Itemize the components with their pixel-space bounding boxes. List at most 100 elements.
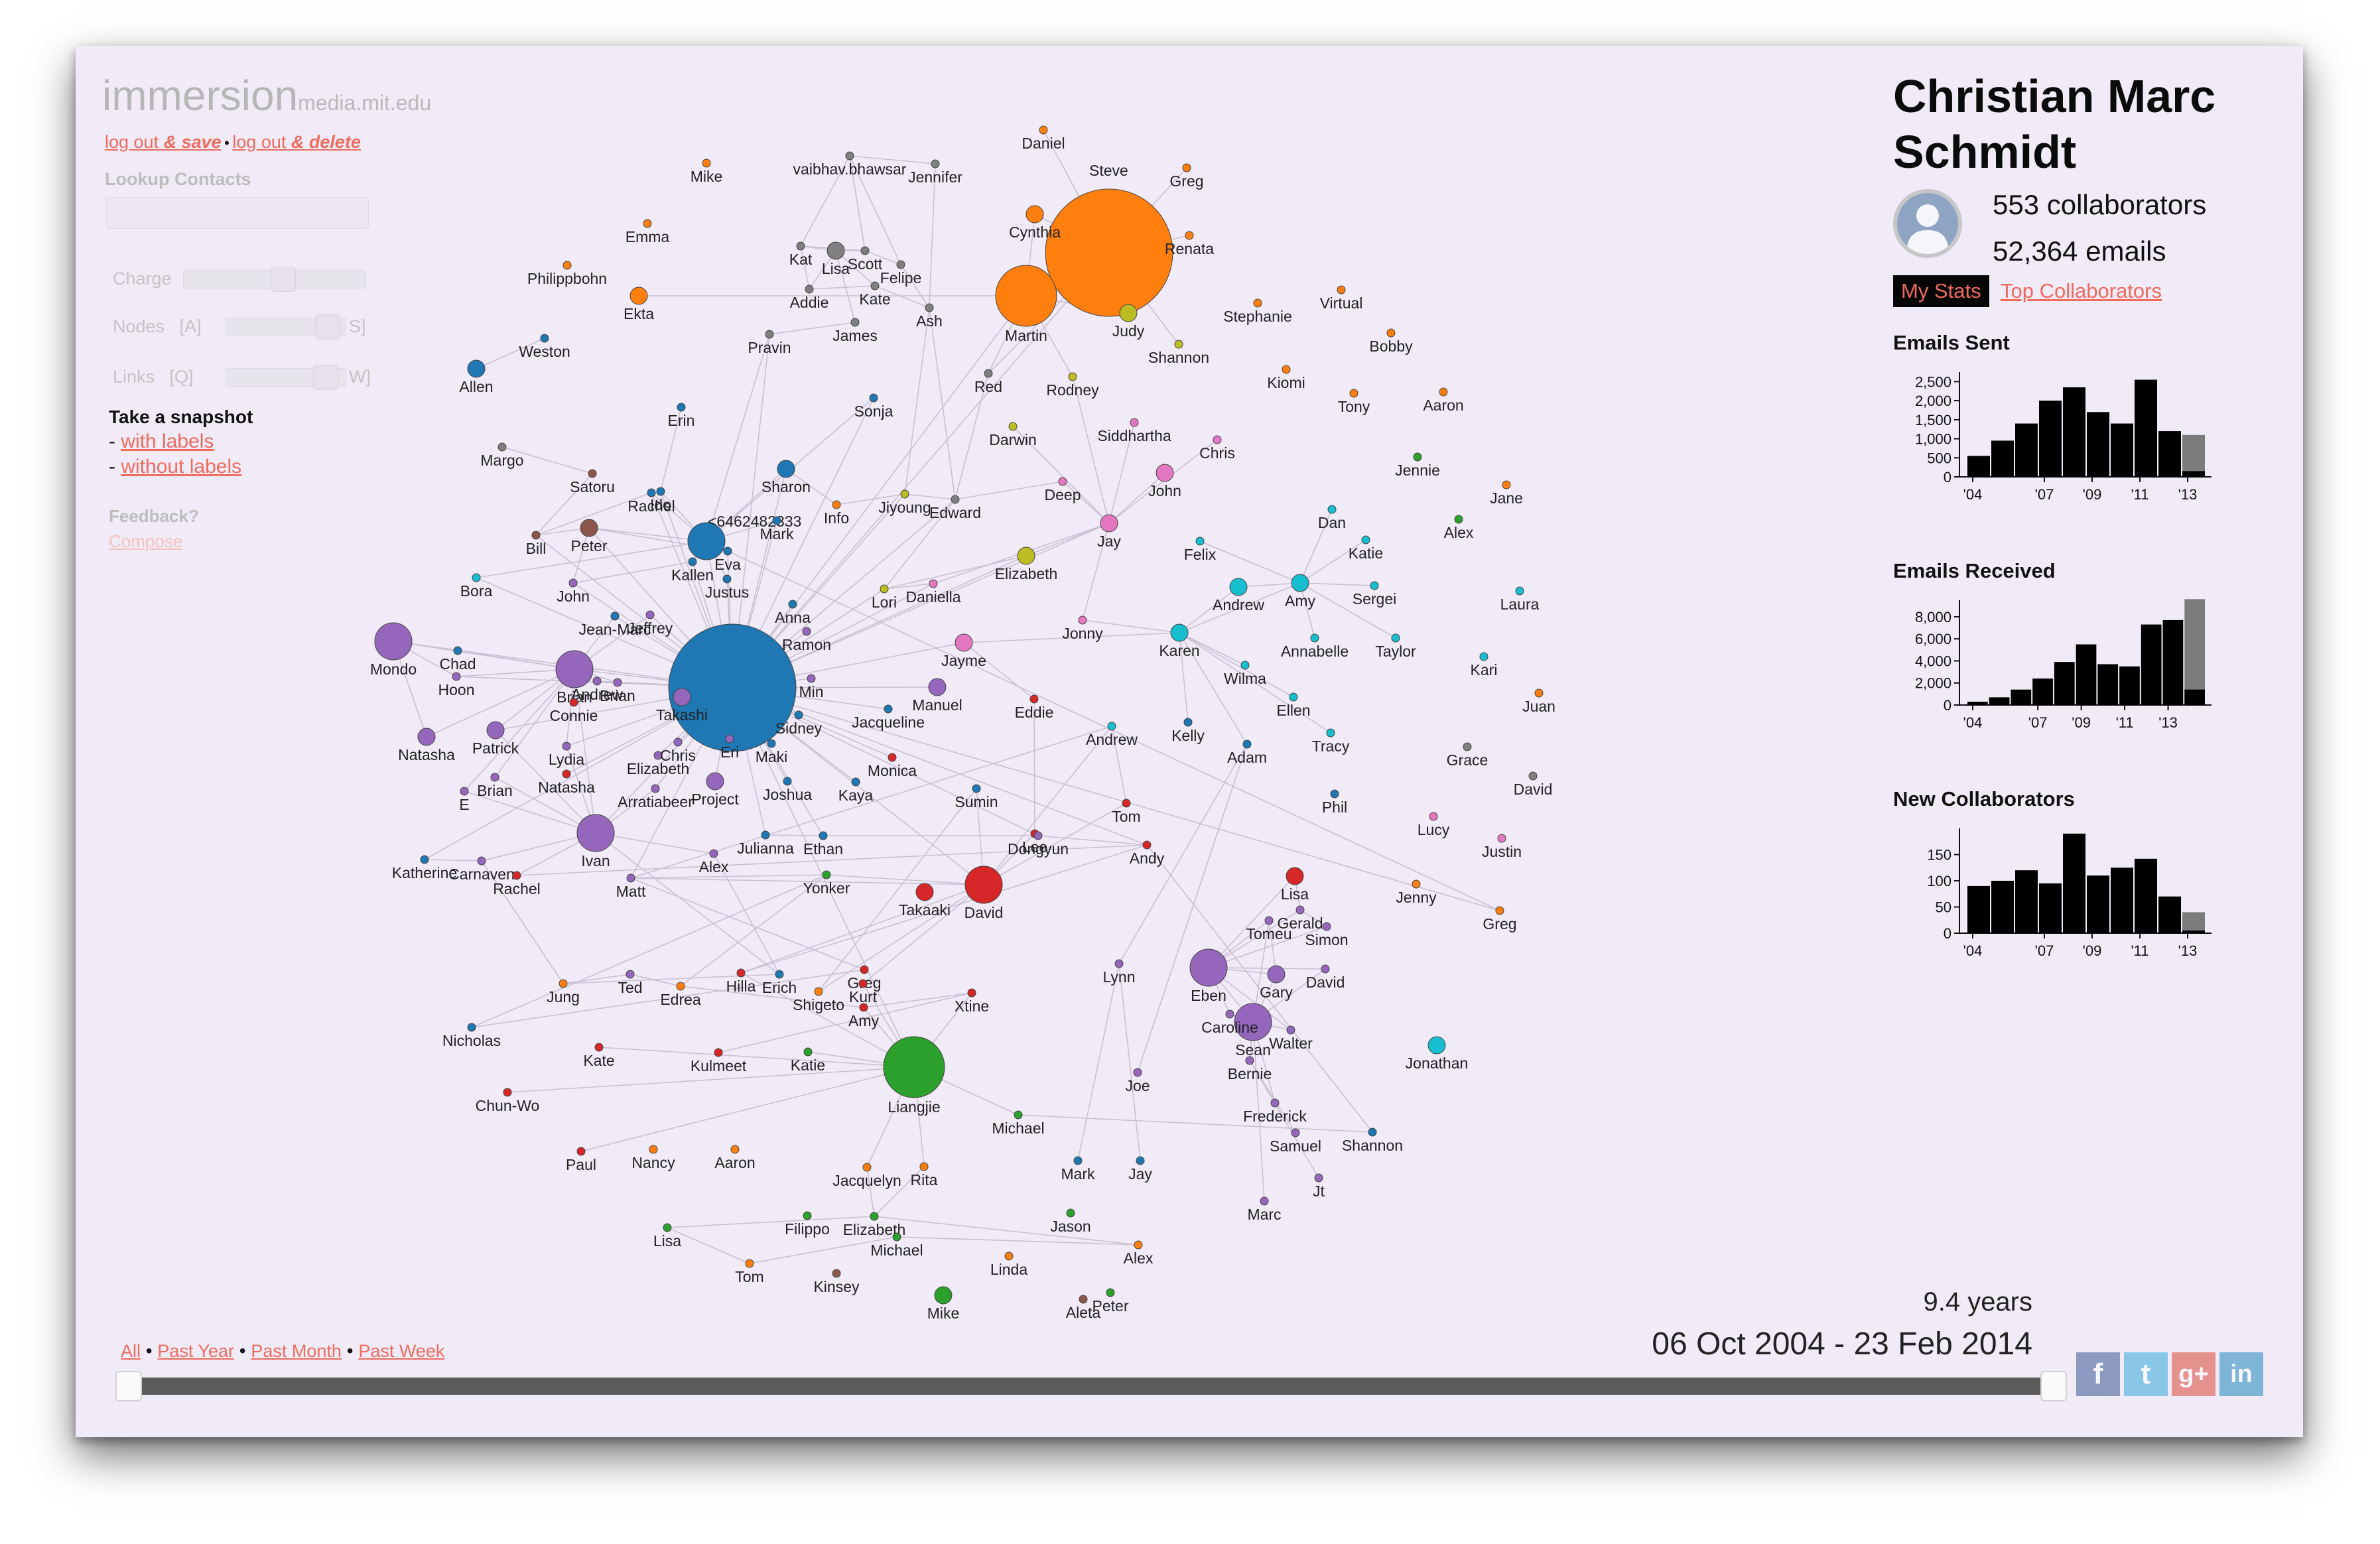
graph-node[interactable]: Jane xyxy=(1490,480,1523,507)
graph-node[interactable]: Min xyxy=(799,674,824,700)
graph-node-circle[interactable] xyxy=(1189,948,1228,987)
graph-node-circle[interactable] xyxy=(934,1286,953,1305)
graph-node-circle[interactable] xyxy=(673,688,691,706)
graph-node[interactable]: Kallen xyxy=(671,557,714,584)
graph-node-circle[interactable] xyxy=(1100,514,1118,533)
graph-node-circle[interactable] xyxy=(1185,231,1194,240)
graph-node-circle[interactable] xyxy=(900,489,909,499)
graph-node[interactable]: Filippo xyxy=(785,1211,830,1238)
graph-node[interactable]: Bill xyxy=(526,531,547,557)
time-slider-start-handle[interactable] xyxy=(115,1371,142,1401)
graph-node[interactable]: Arratiabeer xyxy=(618,784,693,810)
graph-node[interactable]: Mark xyxy=(1061,1156,1095,1183)
graph-node[interactable]: Sidney xyxy=(775,710,823,737)
graph-node-circle[interactable] xyxy=(807,674,816,683)
graph-node[interactable]: Grace xyxy=(1447,742,1488,769)
graph-node[interactable]: Hoon xyxy=(438,672,475,698)
graph-node[interactable]: Jennifer xyxy=(908,159,962,186)
graph-node[interactable]: Sharon xyxy=(761,460,811,495)
graph-node[interactable]: Deep xyxy=(1045,477,1081,503)
graph-node[interactable]: Chris xyxy=(660,738,696,764)
graph-node[interactable]: Pravin xyxy=(748,330,791,356)
graph-node-circle[interactable] xyxy=(1073,1156,1083,1165)
graph-node-circle[interactable] xyxy=(892,1232,901,1242)
graph-node-circle[interactable] xyxy=(486,721,505,740)
graph-node[interactable]: Justus xyxy=(705,574,749,601)
graph-node-circle[interactable] xyxy=(1156,464,1174,482)
graph-node[interactable]: Wilma xyxy=(1224,661,1266,687)
logout-save-link[interactable]: log out & save xyxy=(105,132,222,152)
graph-node-circle[interactable] xyxy=(497,442,507,452)
graph-node-circle[interactable] xyxy=(995,265,1057,327)
facebook-share-icon[interactable]: f xyxy=(2076,1352,2120,1396)
graph-node[interactable]: David xyxy=(1514,771,1553,798)
graph-node-circle[interactable] xyxy=(955,633,973,652)
graph-node-circle[interactable] xyxy=(1330,789,1339,799)
graph-node-circle[interactable] xyxy=(653,751,663,760)
graph-node-circle[interactable] xyxy=(626,873,635,883)
graph-node[interactable]: Sergei xyxy=(1353,581,1396,608)
graph-node[interactable]: Rachel xyxy=(628,488,675,515)
graph-node-circle[interactable] xyxy=(1528,771,1538,781)
graph-node-circle[interactable] xyxy=(1114,959,1124,968)
graph-node[interactable]: Greg xyxy=(1483,906,1517,933)
graph-node[interactable]: Anna xyxy=(775,600,811,626)
graph-node[interactable]: Jung xyxy=(547,979,580,1005)
time-frame-past-month[interactable]: Past Month xyxy=(251,1341,342,1361)
graph-node-circle[interactable] xyxy=(1242,740,1252,749)
graph-node-circle[interactable] xyxy=(736,968,746,978)
graph-node-circle[interactable] xyxy=(1479,652,1488,661)
graph-node-circle[interactable] xyxy=(1270,1098,1280,1108)
graph-node[interactable]: Adam xyxy=(1227,740,1267,766)
graph-node[interactable]: Jay xyxy=(1128,1156,1152,1183)
graph-node-circle[interactable] xyxy=(805,285,814,294)
graph-node[interactable]: Walter xyxy=(1269,1025,1313,1052)
graph-node[interactable]: Amy xyxy=(1285,574,1316,610)
graph-node[interactable]: Jonny xyxy=(1062,615,1103,642)
graph-node[interactable]: Aaron xyxy=(1423,387,1464,414)
graph-node-circle[interactable] xyxy=(1183,718,1193,727)
graph-node-circle[interactable] xyxy=(503,1088,512,1097)
graph-node[interactable]: Andrew xyxy=(571,676,623,703)
graph-node[interactable]: Ted xyxy=(618,970,643,996)
graph-node[interactable]: Edrea xyxy=(660,982,701,1008)
graph-node[interactable]: Ramon xyxy=(782,627,831,653)
graph-node[interactable]: Ido xyxy=(650,487,671,513)
graph-node-circle[interactable] xyxy=(814,987,823,996)
graph-node-circle[interactable] xyxy=(629,287,648,305)
graph-node-circle[interactable] xyxy=(531,531,541,540)
graph-node[interactable]: Kurt xyxy=(849,979,878,1005)
graph-node-circle[interactable] xyxy=(1439,387,1448,397)
graph-node-circle[interactable] xyxy=(796,241,805,251)
graph-node[interactable]: Kari xyxy=(1471,652,1498,678)
collaboration-network-graph[interactable]: <6462482333 Steve Martin Mondo Brian Ivan Eben… xyxy=(76,46,2303,1437)
graph-node[interactable]: Tony xyxy=(1338,389,1370,415)
graph-node[interactable]: Sumin xyxy=(955,784,998,810)
graph-node-circle[interactable] xyxy=(1322,922,1331,931)
graph-node-circle[interactable] xyxy=(576,1147,586,1156)
graph-node[interactable]: Alex xyxy=(1444,515,1474,541)
graph-node-circle[interactable] xyxy=(1039,125,1048,135)
graph-node-circle[interactable] xyxy=(964,866,1003,904)
graph-node-circle[interactable] xyxy=(576,814,615,852)
graph-node-circle[interactable] xyxy=(1170,623,1189,642)
graph-node-circle[interactable] xyxy=(1291,1128,1300,1137)
graph-node[interactable]: Chris xyxy=(1199,435,1235,462)
graph-node-circle[interactable] xyxy=(1142,840,1152,850)
graph-node-circle[interactable] xyxy=(1245,1056,1254,1065)
graph-node[interactable]: Tom xyxy=(1112,799,1141,825)
graph-node-circle[interactable] xyxy=(1337,285,1346,294)
graph-node-circle[interactable] xyxy=(869,393,878,403)
graph-node[interactable]: Natasha xyxy=(538,769,595,796)
graph-node-circle[interactable] xyxy=(888,753,897,762)
graph-node[interactable]: Carnaven xyxy=(448,856,515,883)
graph-node-circle[interactable] xyxy=(1107,722,1116,731)
graph-node-circle[interactable] xyxy=(1240,661,1250,670)
graph-node[interactable]: Nicholas xyxy=(442,1023,501,1049)
graph-node[interactable]: Michael xyxy=(992,1110,1045,1137)
graph-node-circle[interactable] xyxy=(972,784,981,793)
graph-node-circle[interactable] xyxy=(1213,435,1222,444)
links-slider[interactable] xyxy=(226,365,346,390)
graph-node-circle[interactable] xyxy=(967,988,976,997)
graph-node-circle[interactable] xyxy=(1463,742,1472,751)
